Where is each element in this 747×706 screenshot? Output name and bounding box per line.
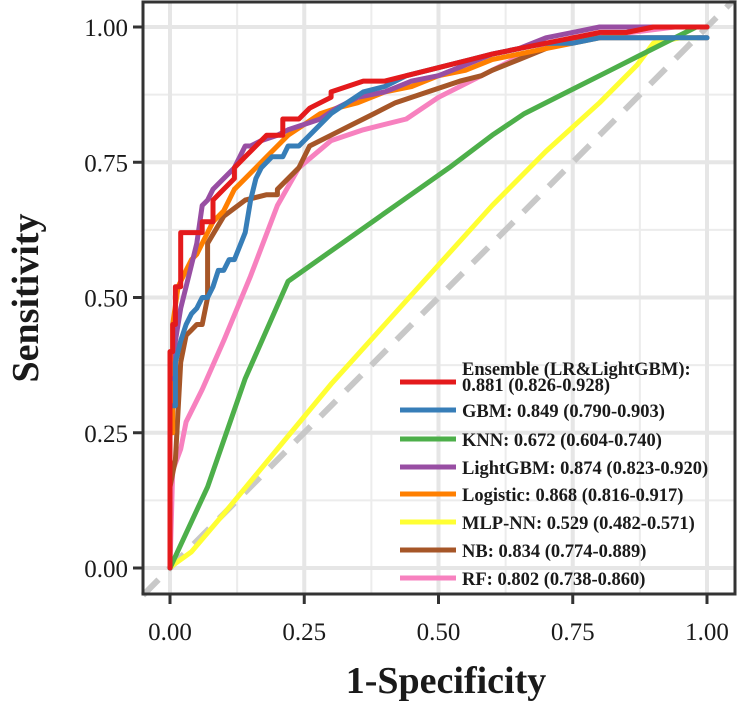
legend-label-7: RF: 0.802 (0.738-0.860) <box>462 570 645 590</box>
y-tick-label-4: 1.00 <box>84 15 128 42</box>
y-tick-label-0: 0.00 <box>84 556 128 583</box>
legend-label-2: KNN: 0.672 (0.604-0.740) <box>462 431 662 451</box>
x-axis-title: 1-Specificity <box>346 660 547 702</box>
x-tick-label-3: 0.75 <box>551 619 595 646</box>
reference-diagonal-line <box>140 0 738 598</box>
legend-label-6: NB: 0.834 (0.774-0.889) <box>462 542 646 562</box>
legend-label-1: GBM: 0.849 (0.790-0.903) <box>462 402 665 422</box>
legend-label-0-line2: 0.881 (0.826-0.928) <box>462 376 610 396</box>
y-axis-title: Sensitivity <box>5 214 47 383</box>
axis-ticks: 0.00 0.25 0.50 0.75 1.00 0.00 0.25 0.50 0.75 1.00 <box>84 15 729 646</box>
series-layer <box>167 24 710 571</box>
x-tick-label-4: 1.00 <box>685 619 729 646</box>
x-tick-label-2: 0.50 <box>417 619 461 646</box>
legend-label-4: Logistic: 0.868 (0.816-0.917) <box>462 486 683 506</box>
y-tick-label-2: 0.50 <box>84 286 128 313</box>
y-tick-label-1: 0.25 <box>84 421 128 448</box>
legend: Ensemble (LR&LightGBM):0.881 (0.826-0.92… <box>400 360 708 590</box>
series-line-4 <box>167 24 710 571</box>
legend-label-0: Ensemble (LR&LightGBM): <box>462 360 691 380</box>
x-tick-label-0: 0.00 <box>148 619 192 646</box>
x-tick-label-1: 0.25 <box>282 619 326 646</box>
legend-label-5: MLP-NN: 0.529 (0.482-0.571) <box>462 514 695 534</box>
legend-label-3: LightGBM: 0.874 (0.823-0.920) <box>462 459 708 479</box>
y-tick-label-3: 0.75 <box>84 150 128 177</box>
series-line-0 <box>167 24 710 571</box>
series-line-2 <box>167 24 699 571</box>
series-line-3 <box>167 24 710 571</box>
